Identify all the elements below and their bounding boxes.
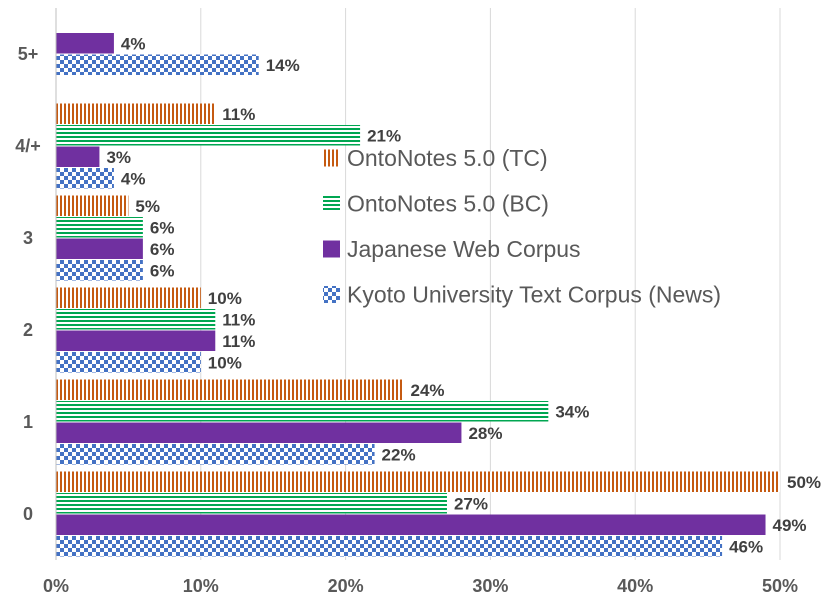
legend-swatch — [323, 195, 340, 212]
bar — [56, 125, 361, 146]
data-label: 11% — [222, 310, 255, 329]
data-label: 21% — [367, 126, 401, 145]
bar — [56, 217, 143, 238]
bar — [56, 401, 549, 422]
bar — [56, 444, 375, 465]
data-label: 24% — [411, 381, 445, 400]
data-label: 10% — [208, 353, 242, 372]
legend-label: OntoNotes 5.0 (TC) — [347, 145, 548, 171]
data-label: 3% — [106, 148, 131, 167]
legend-label: Kyoto University Text Corpus (News) — [347, 282, 721, 308]
bar — [56, 103, 216, 124]
x-tick-label: 0% — [43, 576, 69, 596]
y-tick-label: 1 — [23, 412, 33, 432]
bar — [56, 54, 259, 75]
y-tick-label: 0 — [23, 504, 33, 524]
data-label: 34% — [555, 402, 589, 421]
bar — [56, 379, 404, 400]
bar — [56, 195, 129, 216]
bars — [56, 33, 780, 557]
legend-swatch — [323, 240, 340, 258]
y-tick-label: 3 — [23, 228, 33, 248]
bar — [56, 330, 216, 351]
bar — [56, 168, 114, 189]
data-label: 5% — [135, 197, 160, 216]
data-label: 11% — [222, 105, 255, 124]
y-tick-label: 5+ — [18, 44, 39, 64]
bar — [56, 33, 114, 54]
legend-swatch — [323, 286, 340, 303]
legend-label: Japanese Web Corpus — [347, 236, 581, 262]
legend-swatch — [323, 149, 340, 167]
x-tick-label: 20% — [328, 576, 364, 596]
bar — [56, 493, 447, 514]
gridlines — [200, 8, 781, 560]
x-tick-label: 30% — [472, 576, 508, 596]
data-label: 50% — [787, 473, 821, 492]
data-label: 10% — [208, 289, 242, 308]
bar — [56, 146, 100, 167]
data-label: 28% — [468, 424, 502, 443]
bar — [56, 260, 143, 281]
bar — [56, 471, 780, 492]
x-tick-label: 40% — [617, 576, 653, 596]
data-label: 4% — [121, 169, 146, 188]
x-tick-label: 50% — [762, 576, 798, 596]
legend: OntoNotes 5.0 (TC) OntoNotes 5.0 (BC) Japa… — [323, 145, 721, 308]
bar — [56, 287, 201, 308]
bar — [56, 536, 723, 557]
data-label: 49% — [773, 516, 807, 535]
data-labels: 50% 27% 49% 46% 24% 34% 28% 22% 10% 11% 11% 10% 5% 6%… — [106, 34, 821, 556]
x-tick-label: 10% — [183, 576, 219, 596]
axes: 0% 10% 20% 30% 40% 50% 0 1 2 3 4/+ 5+ — [15, 8, 798, 596]
y-tick-label: 2 — [23, 320, 33, 340]
bar — [56, 238, 143, 259]
bar — [56, 352, 201, 373]
bar — [56, 309, 216, 330]
data-label: 4% — [121, 34, 146, 53]
data-label: 27% — [454, 494, 488, 513]
bar — [56, 514, 766, 535]
bar — [56, 422, 462, 443]
data-label: 14% — [266, 56, 300, 75]
data-label: 46% — [729, 537, 763, 556]
data-label: 6% — [150, 218, 175, 237]
data-label: 22% — [382, 445, 416, 464]
data-label: 6% — [150, 240, 175, 259]
legend-label: OntoNotes 5.0 (BC) — [347, 191, 549, 217]
y-tick-label: 4/+ — [15, 136, 41, 156]
data-label: 6% — [150, 261, 175, 280]
data-label: 11% — [222, 332, 255, 351]
